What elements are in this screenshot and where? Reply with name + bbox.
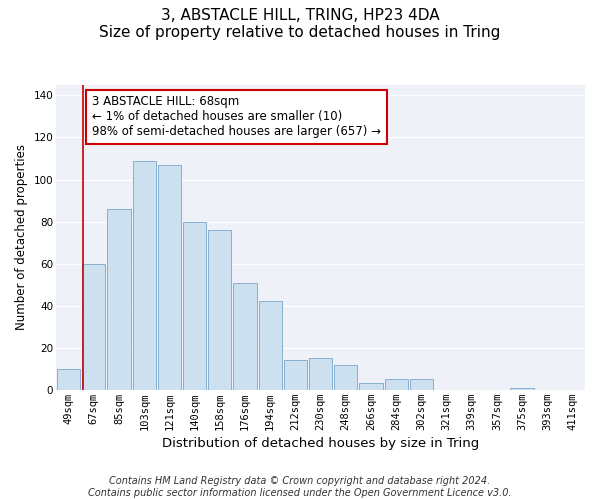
Bar (158, 165, 181, 390)
Text: 3, ABSTACLE HILL, TRING, HP23 4DA
Size of property relative to detached houses i: 3, ABSTACLE HILL, TRING, HP23 4DA Size o… (100, 8, 500, 40)
Bar (82, 264, 106, 390)
Bar (259, 302, 282, 390)
Bar (233, 282, 257, 390)
Bar (334, 364, 358, 390)
Text: Contains HM Land Registry data © Crown copyright and database right 2024.
Contai: Contains HM Land Registry data © Crown c… (88, 476, 512, 498)
Bar (57, 369, 80, 390)
Bar (511, 388, 533, 390)
X-axis label: Distribution of detached houses by size in Tring: Distribution of detached houses by size … (162, 437, 479, 450)
Bar (410, 380, 433, 390)
Bar (284, 360, 307, 390)
Bar (208, 230, 232, 390)
Text: 3 ABSTACLE HILL: 68sqm
← 1% of detached houses are smaller (10)
98% of semi-deta: 3 ABSTACLE HILL: 68sqm ← 1% of detached … (92, 96, 381, 138)
Y-axis label: Number of detached properties: Number of detached properties (15, 144, 28, 330)
Bar (107, 209, 131, 390)
Bar (385, 380, 407, 390)
Bar (183, 222, 206, 390)
Bar (309, 358, 332, 390)
Bar (359, 384, 383, 390)
Bar (133, 160, 156, 390)
